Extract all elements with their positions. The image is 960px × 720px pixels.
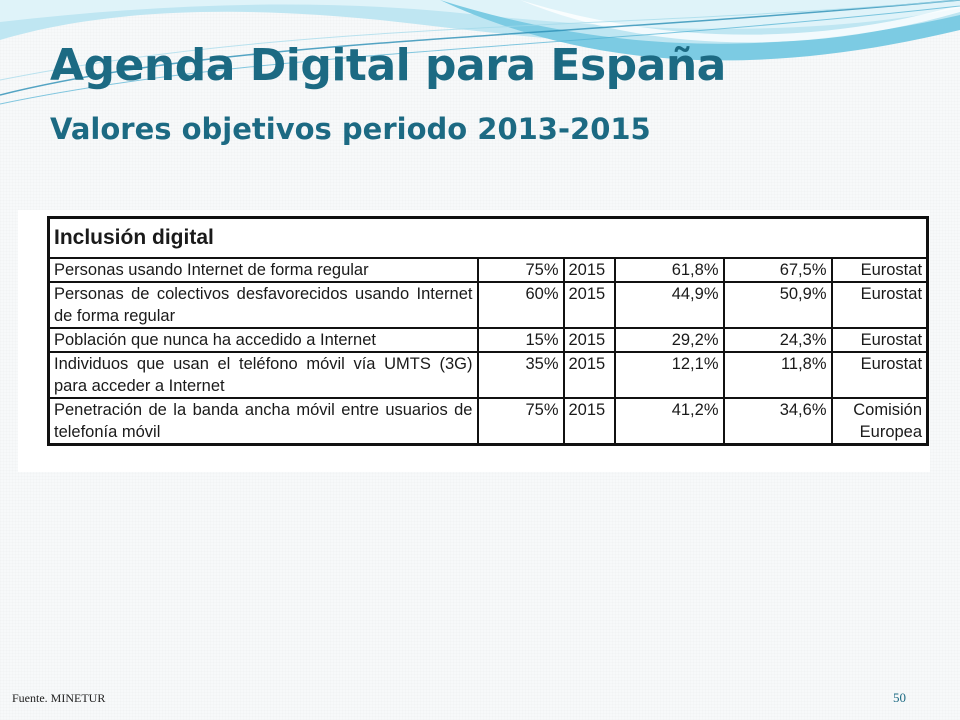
row-value-1: 41,2% bbox=[613, 397, 725, 446]
table-row: Población que nunca ha accedido a Intern… bbox=[47, 327, 930, 353]
slide-title: Agenda Digital para España bbox=[50, 40, 726, 91]
table-row: Personas de colectivos desfavorecidos us… bbox=[47, 281, 930, 329]
row-value-1: 44,9% bbox=[613, 281, 725, 329]
row-description: Personas usando Internet de forma regula… bbox=[47, 257, 479, 283]
row-value-2: 50,9% bbox=[722, 281, 833, 329]
row-source: Comisión Europea bbox=[830, 397, 930, 446]
table-heading: Inclusión digital bbox=[46, 216, 930, 259]
row-source: Eurostat bbox=[830, 327, 930, 353]
row-value-1: 61,8% bbox=[613, 257, 725, 283]
row-description: Individuos que usan el teléfono móvil ví… bbox=[47, 351, 479, 399]
row-target: 60% bbox=[476, 281, 565, 329]
row-year: 2015 bbox=[562, 397, 616, 446]
row-source: Eurostat bbox=[830, 281, 930, 329]
inclusion-digital-table: Inclusión digital Personas usando Intern… bbox=[46, 216, 930, 446]
row-source: Eurostat bbox=[830, 257, 930, 283]
header-wave-decoration bbox=[0, 0, 960, 105]
row-value-1: 29,2% bbox=[613, 327, 725, 353]
table-row: Personas usando Internet de forma regula… bbox=[47, 257, 930, 283]
row-year: 2015 bbox=[562, 351, 616, 399]
table-row: Individuos que usan el teléfono móvil ví… bbox=[47, 351, 930, 399]
row-value-2: 34,6% bbox=[722, 397, 833, 446]
table-row: Penetración de la banda ancha móvil entr… bbox=[47, 397, 930, 446]
row-target: 75% bbox=[476, 397, 565, 446]
row-description: Población que nunca ha accedido a Intern… bbox=[47, 327, 479, 353]
row-description: Personas de colectivos desfavorecidos us… bbox=[47, 281, 479, 329]
row-target: 75% bbox=[476, 257, 565, 283]
row-target: 15% bbox=[476, 327, 565, 353]
row-source: Eurostat bbox=[830, 351, 930, 399]
row-description: Penetración de la banda ancha móvil entr… bbox=[47, 397, 479, 446]
row-target: 35% bbox=[476, 351, 565, 399]
row-year: 2015 bbox=[562, 281, 616, 329]
table-image-frame: Inclusión digital Personas usando Intern… bbox=[18, 210, 930, 472]
row-year: 2015 bbox=[562, 327, 616, 353]
footer-source: Fuente. MINETUR bbox=[12, 691, 106, 705]
page-number: 50 bbox=[893, 690, 906, 705]
slide-subtitle: Valores objetivos periodo 2013-2015 bbox=[50, 112, 651, 146]
row-value-1: 12,1% bbox=[613, 351, 725, 399]
row-value-2: 67,5% bbox=[722, 257, 833, 283]
row-value-2: 24,3% bbox=[722, 327, 833, 353]
row-value-2: 11,8% bbox=[722, 351, 833, 399]
row-year: 2015 bbox=[562, 257, 616, 283]
